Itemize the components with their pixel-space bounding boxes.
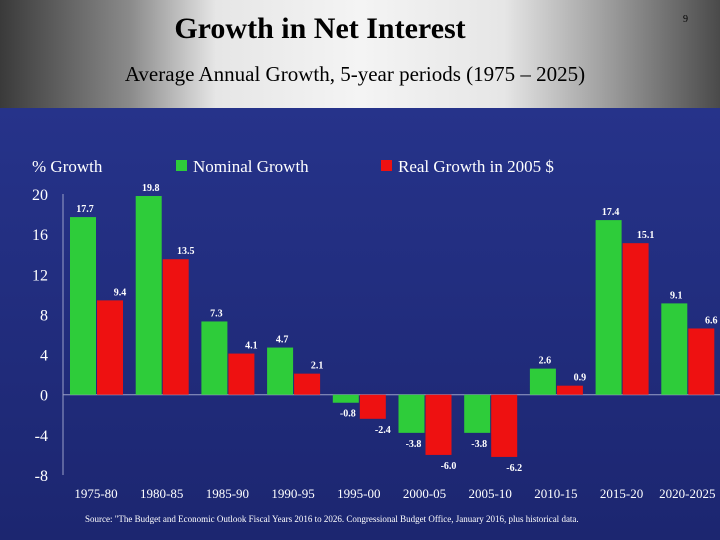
- data-label: 7.3: [210, 308, 223, 319]
- data-label: 17.7: [76, 204, 94, 215]
- bar-nominal: [661, 303, 688, 395]
- bar-real: [228, 353, 255, 395]
- data-label: -0.8: [340, 409, 356, 420]
- x-tick-label: 1995-00: [337, 486, 380, 501]
- bar-nominal: [529, 368, 556, 395]
- bar-nominal: [70, 217, 96, 395]
- data-label: -6.2: [506, 463, 522, 474]
- data-label: 2.1: [311, 361, 324, 372]
- bar-real: [622, 243, 649, 395]
- x-tick-label: 2010-15: [534, 486, 577, 501]
- bar-nominal: [595, 220, 622, 395]
- legend-item-nominal: Nominal Growth: [176, 157, 309, 177]
- bar-real: [97, 300, 123, 395]
- data-label: 13.5: [177, 246, 195, 257]
- bar-nominal: [398, 394, 425, 433]
- slide-header: Growth in Net Interest Average Annual Gr…: [0, 0, 720, 108]
- data-label: 0.9: [574, 373, 587, 384]
- x-tick-label: 1985-90: [206, 486, 249, 501]
- legend-swatch-nominal: [176, 160, 187, 171]
- data-label: 15.1: [637, 230, 655, 241]
- y-tick-label: 4: [40, 348, 48, 365]
- x-tick-label: 2000-05: [403, 486, 446, 501]
- x-tick-label: 1990-95: [271, 486, 314, 501]
- x-tick-label: 1980-85: [140, 486, 183, 501]
- bar-nominal: [201, 321, 228, 395]
- data-label: 4.7: [276, 335, 289, 346]
- data-label: 2.6: [539, 356, 552, 367]
- source-note: Source: "The Budget and Economic Outlook…: [85, 514, 579, 524]
- y-tick-label: 12: [32, 267, 48, 284]
- bar-nominal: [135, 196, 162, 395]
- bar-real: [556, 385, 583, 395]
- data-label: 6.6: [705, 315, 718, 326]
- chart-subtitle: Average Annual Growth, 5-year periods (1…: [124, 62, 586, 86]
- bar-real: [359, 394, 386, 419]
- x-tick-label: 2005-10: [469, 486, 512, 501]
- page-number: 9: [683, 14, 688, 25]
- y-tick-label: -4: [35, 428, 48, 445]
- legend-swatch-real: [381, 160, 392, 171]
- bar-real: [162, 259, 189, 395]
- data-label: -2.4: [375, 425, 391, 436]
- y-tick-label: 8: [40, 307, 48, 324]
- y-tick-label: 16: [32, 227, 48, 244]
- y-tick-label: 20: [32, 187, 48, 204]
- chart-title: Growth in Net Interest: [174, 12, 466, 45]
- bar-real: [294, 373, 321, 395]
- data-label: 9.1: [670, 290, 683, 301]
- x-tick-label: 2015-20: [600, 486, 643, 501]
- data-label: -3.8: [406, 439, 422, 450]
- y-tick-label: -8: [35, 468, 48, 485]
- legend-label-real: Real Growth in 2005 $: [398, 157, 554, 176]
- x-tick-label: 2020-2025: [659, 486, 715, 501]
- data-label: 4.1: [245, 341, 258, 352]
- bar-real: [425, 394, 452, 455]
- x-tick-label: 1975-80: [74, 486, 117, 501]
- bar-nominal: [332, 394, 359, 403]
- bar-nominal: [464, 394, 491, 433]
- y-tick-label: 0: [40, 388, 48, 405]
- bar-nominal: [267, 347, 294, 395]
- y-axis-label: % Growth: [32, 157, 103, 176]
- data-label: -3.8: [471, 439, 487, 450]
- data-label: 9.4: [114, 287, 127, 298]
- legend-label-nominal: Nominal Growth: [193, 157, 309, 176]
- data-label: 17.4: [602, 207, 620, 218]
- legend-item-real: Real Growth in 2005 $: [381, 157, 554, 177]
- bar-real: [688, 328, 715, 395]
- data-label: 19.8: [142, 183, 160, 194]
- bar-real: [491, 394, 518, 457]
- data-label: -6.0: [441, 461, 457, 472]
